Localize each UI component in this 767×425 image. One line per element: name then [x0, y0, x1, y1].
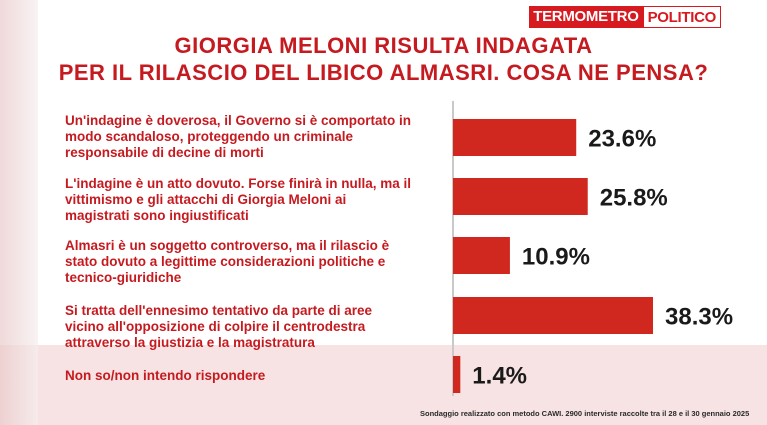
answer-label-line: tecnico-giuridiche — [65, 270, 182, 285]
answer-label-5: Non so/non intendo rispondere — [65, 368, 445, 384]
answer-label-line: vicino all'opposizione di colpire il cen… — [65, 319, 366, 334]
answer-label-line: Non so/non intendo rispondere — [65, 368, 266, 383]
answer-label-2: L'indagine è un atto dovuto. Forse finir… — [65, 176, 445, 224]
answer-label-line: Almasri è un soggetto controverso, ma il… — [65, 238, 390, 253]
bar-4 — [453, 297, 653, 334]
bar-value-label-2: 25.8% — [600, 185, 668, 212]
answer-label-line: L'indagine è un atto dovuto. Forse finir… — [65, 176, 411, 191]
bar-value-label-4: 38.3% — [665, 304, 733, 331]
bar-2 — [453, 178, 588, 215]
answer-label-line: vittimismo e gli attacchi di Giorgia Mel… — [65, 192, 347, 207]
chart-title-line1: GIORGIA MELONI RISULTA INDAGATA — [174, 33, 593, 58]
survey-footnote: Sondaggio realizzato con metodo CAWI. 29… — [420, 409, 750, 418]
answer-label-line: magistrati sono ingiustificati — [65, 208, 249, 223]
answer-label-1: Un'indagine è doverosa, il Governo si è … — [65, 113, 445, 161]
chart-title: GIORGIA MELONI RISULTA INDAGATA PER IL R… — [0, 32, 767, 86]
brand-logo: TERMOMETRO POLITICO — [529, 6, 721, 28]
answer-label-line: responsabile di decine di morti — [65, 145, 264, 160]
bar-value-label-3: 10.9% — [522, 244, 590, 271]
brand-logo-part2: POLITICO — [642, 6, 721, 28]
bar-1 — [453, 119, 577, 156]
answer-label-line: Si tratta dell'ennesimo tentativo da par… — [65, 303, 373, 318]
answer-label-line: attraverso la giustizia e la magistratur… — [65, 335, 315, 350]
bar-5 — [453, 356, 461, 393]
bar-value-label-5: 1.4% — [472, 363, 527, 390]
left-decorative-strip — [0, 0, 38, 425]
answer-label-line: modo scandaloso, proteggendo un criminal… — [65, 129, 354, 144]
answer-label-3: Almasri è un soggetto controverso, ma il… — [65, 238, 445, 286]
answer-label-line: Un'indagine è doverosa, il Governo si è … — [65, 113, 412, 128]
chart-title-line2: PER IL RILASCIO DEL LIBICO ALMASRI. COSA… — [58, 60, 709, 85]
answer-label-4: Si tratta dell'ennesimo tentativo da par… — [65, 303, 445, 351]
answer-label-line: stato dovuto a legittime considerazioni … — [65, 254, 386, 269]
bar-3 — [453, 237, 510, 274]
bar-value-label-1: 23.6% — [588, 126, 656, 153]
brand-logo-part1: TERMOMETRO — [529, 6, 643, 28]
